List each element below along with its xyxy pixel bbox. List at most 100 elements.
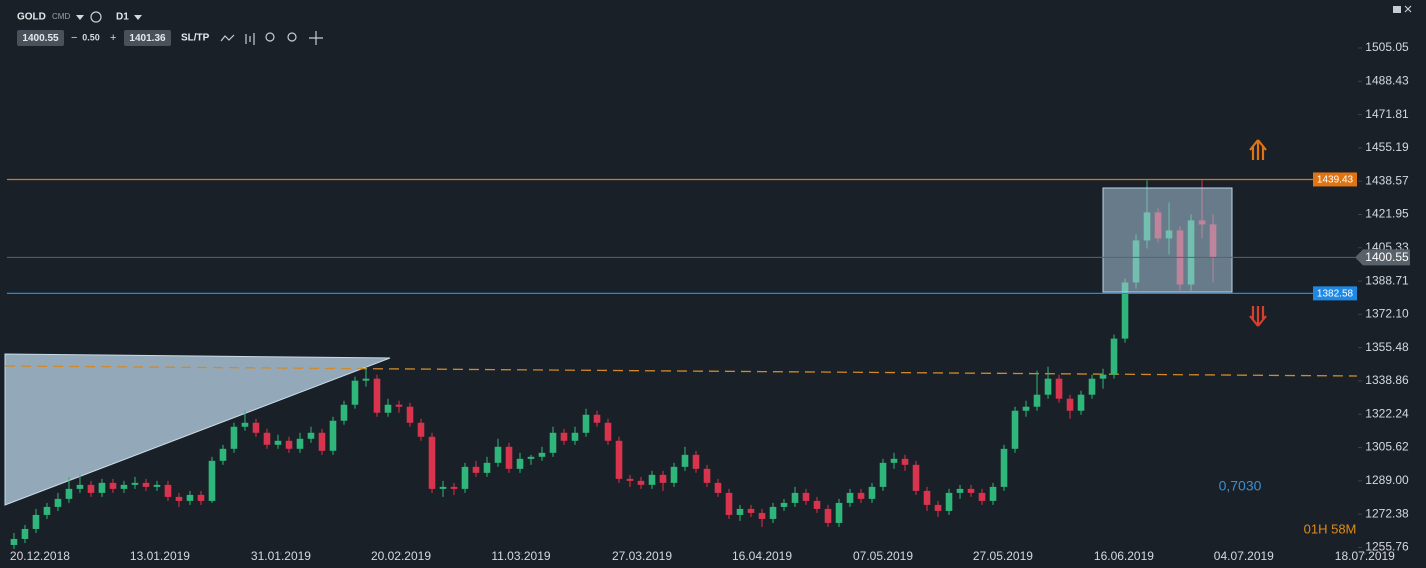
candle-icon[interactable]	[245, 33, 255, 45]
candle-body	[516, 458, 524, 469]
plus[interactable]: +	[110, 32, 116, 44]
candle-body	[692, 454, 700, 469]
candle-body	[252, 422, 260, 433]
trend-line[interactable]	[4, 365, 1358, 377]
candle-body	[1110, 338, 1118, 375]
candle-body	[1055, 378, 1063, 399]
candle-body	[230, 426, 238, 449]
candle-body	[274, 440, 282, 445]
candle-body	[1022, 406, 1030, 411]
candle-body	[417, 422, 425, 437]
dropdown[interactable]	[134, 15, 142, 20]
candle-body	[890, 458, 898, 463]
candle-countdown: 01H 58M	[1304, 521, 1357, 536]
candle-body	[65, 488, 73, 499]
candle-body	[593, 414, 601, 423]
candle-body	[175, 496, 183, 501]
up-arrow[interactable]	[1249, 139, 1267, 160]
x-tick-label: 07.05.2019	[853, 549, 913, 563]
buy-box[interactable]	[124, 30, 171, 46]
candle-body	[648, 474, 656, 485]
candle-body	[1044, 378, 1052, 395]
candle-body	[802, 492, 810, 501]
zoom-out-icon[interactable]	[265, 32, 275, 42]
y-tick-label: 1355.48	[1365, 340, 1409, 354]
current-price-box	[1355, 249, 1410, 266]
candle-body	[208, 460, 216, 501]
candle-body	[219, 448, 227, 461]
rectangle-drawing[interactable]	[1102, 187, 1233, 293]
candle-body	[285, 440, 293, 449]
candle-body	[483, 462, 491, 473]
candle-body	[604, 422, 612, 441]
plot-area: 1505.05 1488.43 1471.81 1455.19 1438.57 1421.…	[10, 40, 1409, 563]
candle-body	[868, 486, 876, 499]
sell-box[interactable]	[17, 30, 64, 46]
candle-body	[934, 504, 942, 511]
candle-body	[769, 506, 777, 519]
candle-body	[912, 464, 920, 491]
close-icon[interactable]	[1404, 5, 1412, 13]
info-icon[interactable]	[90, 11, 102, 23]
symbol[interactable]: GOLD	[17, 12, 46, 23]
candle-body	[505, 446, 513, 469]
x-tick-label: 20.02.2019	[371, 549, 431, 563]
candle-body	[32, 514, 40, 529]
sltp[interactable]: SL/TP	[181, 33, 210, 44]
candle-body	[967, 488, 975, 493]
triangle-drawing[interactable]	[4, 353, 391, 506]
y-tick-label: 1505.05	[1365, 40, 1409, 54]
candle-body	[945, 492, 953, 511]
y-tick-label: 1305.62	[1365, 440, 1409, 454]
sell-price[interactable]: 1400.55	[22, 33, 59, 44]
candle-body	[87, 484, 95, 493]
candle-body	[703, 468, 711, 483]
candle-body	[835, 502, 843, 523]
timeframe[interactable]: D1	[116, 12, 129, 23]
candle-body	[1066, 398, 1074, 411]
y-tick-label: 1322.24	[1365, 406, 1409, 420]
candle-body	[1033, 394, 1041, 407]
down-arrow[interactable]	[1249, 306, 1267, 327]
candle-body	[780, 502, 788, 507]
step[interactable]: 0.50	[82, 32, 100, 42]
candle-body	[1077, 394, 1085, 411]
candle-body	[164, 484, 172, 497]
candle-body	[681, 454, 689, 467]
minus[interactable]: −	[71, 32, 77, 44]
candle-body	[76, 484, 84, 489]
price-line-label-box	[1313, 286, 1357, 301]
candle-body	[406, 406, 414, 423]
zoom-in-icon[interactable]	[287, 32, 297, 42]
candle-body	[670, 466, 678, 483]
candle-body	[109, 482, 117, 489]
candle-body	[714, 482, 722, 493]
candle-body	[131, 482, 139, 485]
buy-price[interactable]: 1401.36	[129, 33, 166, 44]
candle-body	[1121, 282, 1129, 339]
candle-body	[923, 490, 931, 505]
window-icon[interactable]	[1393, 6, 1401, 13]
candle-body	[791, 492, 799, 503]
candle-body	[747, 508, 755, 513]
candle-body	[10, 538, 18, 545]
candle-body	[527, 456, 535, 459]
candle-body	[263, 432, 271, 445]
y-tick-label: 1255.76	[1365, 540, 1409, 554]
candle-body	[725, 492, 733, 515]
candle-body	[318, 432, 326, 451]
x-tick-label: 13.01.2019	[130, 549, 190, 563]
y-tick-label: 1438.57	[1365, 173, 1409, 187]
candle-body	[857, 492, 865, 499]
candle-body	[98, 482, 106, 493]
candle-body	[461, 466, 469, 489]
line-icon[interactable]	[220, 34, 235, 42]
y-tick-label: 1471.81	[1365, 107, 1409, 121]
candle-body	[384, 404, 392, 413]
y-tick-label: 1388.71	[1365, 273, 1409, 287]
candle-body	[472, 466, 480, 473]
dropdown[interactable]	[76, 15, 84, 20]
crosshair-icon[interactable]	[309, 31, 323, 45]
candle-body	[758, 512, 766, 519]
